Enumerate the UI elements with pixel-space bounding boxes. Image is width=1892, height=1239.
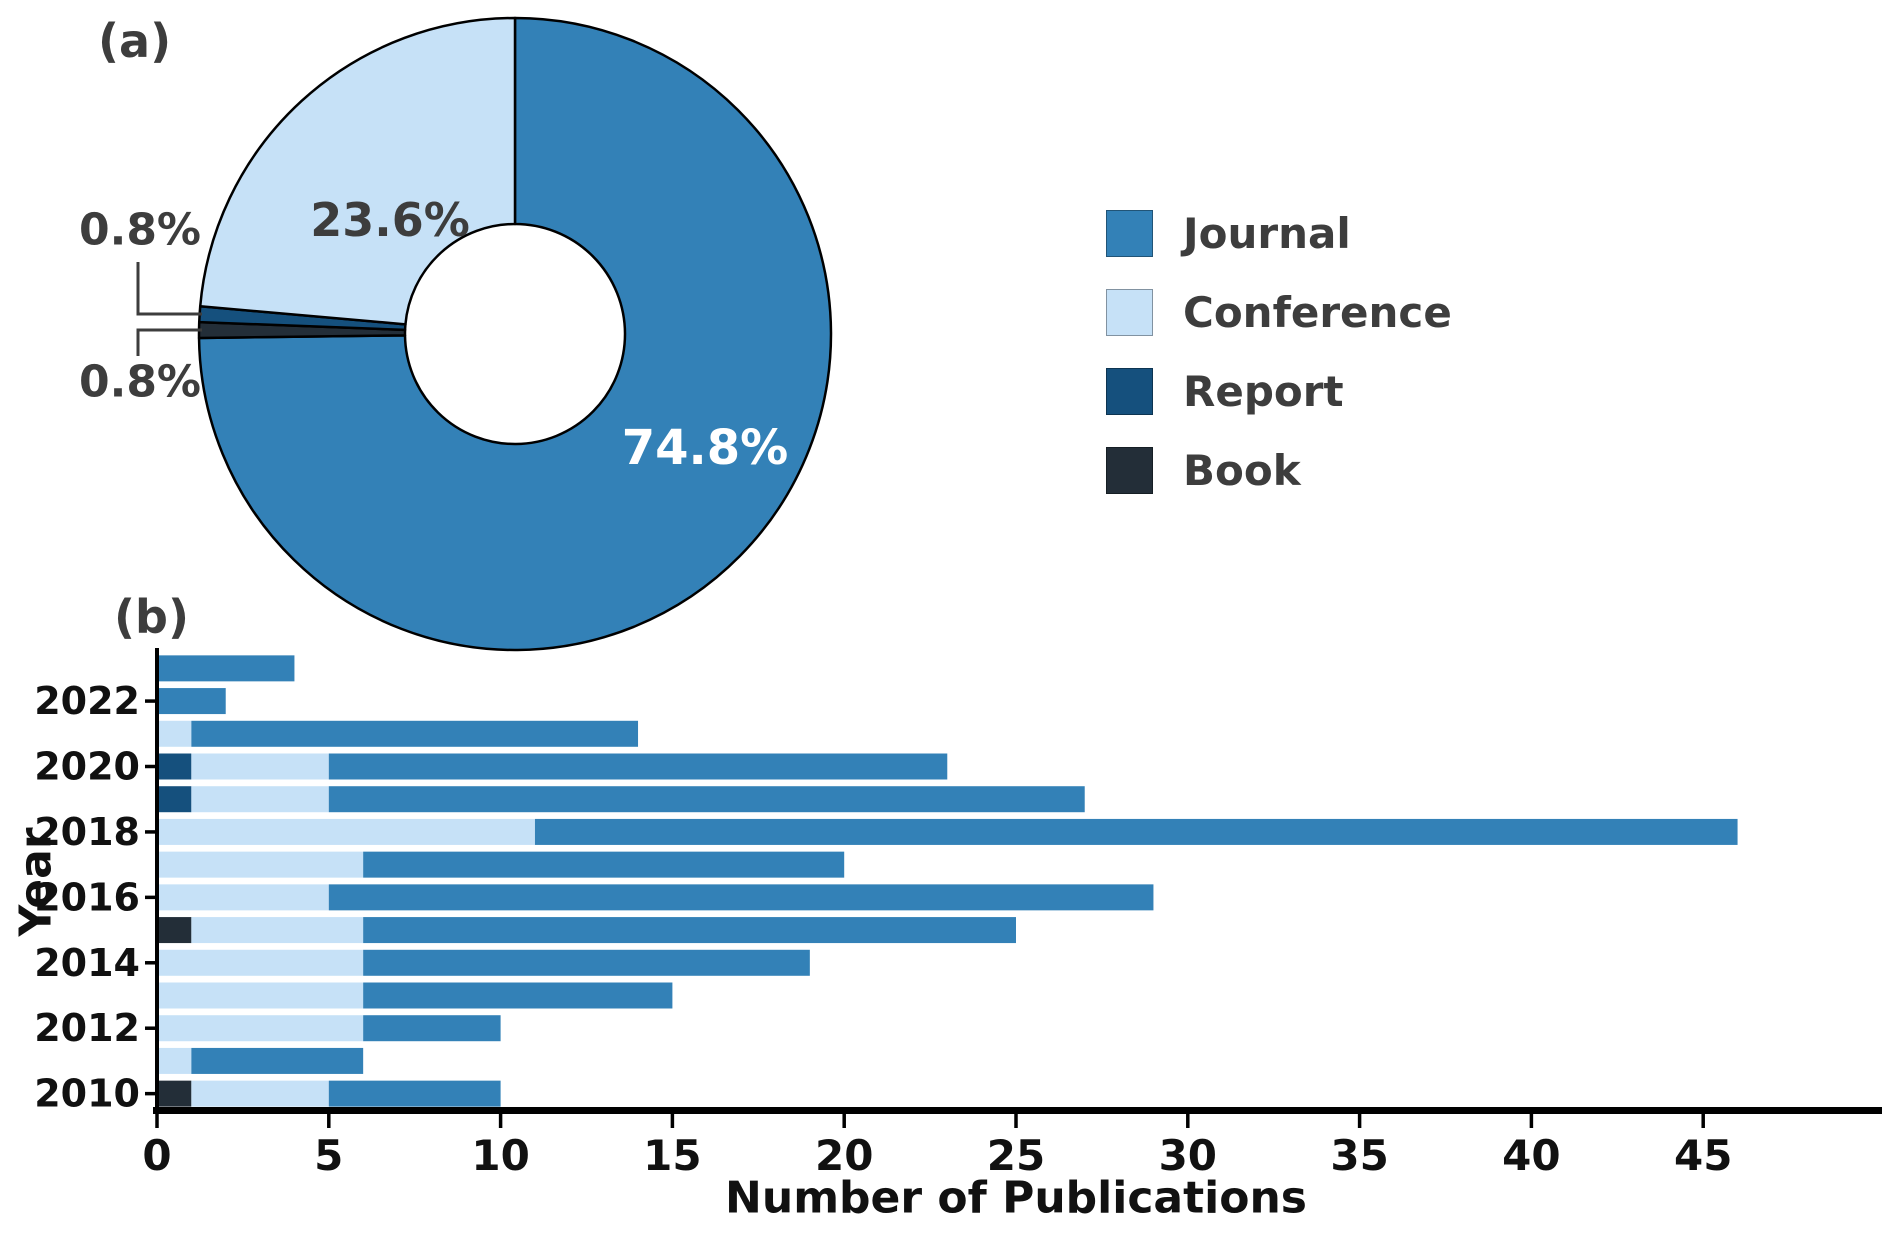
- svg-text:45: 45: [1674, 1131, 1732, 1180]
- svg-text:35: 35: [1330, 1131, 1388, 1180]
- svg-text:2022: 2022: [34, 679, 140, 723]
- legend-swatch-book: [1106, 447, 1153, 494]
- donut-chart: [136, 16, 833, 652]
- legend-label-book: Book: [1183, 445, 1301, 495]
- legend-label-journal: Journal: [1183, 208, 1351, 258]
- svg-text:25: 25: [987, 1131, 1045, 1180]
- legend-swatch-conference: [1106, 289, 1153, 336]
- legend-item-journal: Journal: [1106, 210, 1452, 257]
- legend-item-book: Book: [1106, 447, 1452, 494]
- svg-text:15: 15: [643, 1131, 701, 1180]
- svg-text:2020: 2020: [34, 745, 140, 789]
- legend-label-report: Report: [1183, 366, 1344, 416]
- pie-legend: Journal Conference Report Book: [1106, 210, 1452, 494]
- svg-text:10: 10: [471, 1131, 529, 1180]
- legend-swatch-report: [1106, 368, 1153, 415]
- x-axis-title: Number of Publications: [725, 1172, 1307, 1224]
- svg-text:2014: 2014: [34, 941, 140, 985]
- panel-b-label: (b): [114, 590, 189, 644]
- legend-item-conference: Conference: [1106, 289, 1452, 336]
- pie-label-report: 0.8%: [78, 204, 202, 256]
- y-axis-title: Year: [10, 827, 62, 937]
- legend-item-report: Report: [1106, 368, 1452, 415]
- pie-label-journal: 74.8%: [621, 420, 789, 476]
- pie-label-conference: 23.6%: [310, 193, 470, 247]
- svg-text:2018: 2018: [34, 810, 140, 854]
- svg-text:30: 30: [1159, 1131, 1217, 1180]
- svg-text:5: 5: [314, 1131, 343, 1180]
- svg-text:0: 0: [142, 1131, 171, 1180]
- svg-text:2012: 2012: [34, 1006, 140, 1050]
- svg-text:20: 20: [815, 1131, 873, 1180]
- legend-label-conference: Conference: [1183, 287, 1452, 337]
- svg-text:2016: 2016: [34, 875, 140, 919]
- panel-a-label: (a): [98, 14, 172, 68]
- pie-label-book: 0.8%: [78, 356, 202, 408]
- stacked-bar-chart: 2010 2012 2014 2016 2018 2020 2022 0 5 10 15 20 25 30…: [34, 648, 1882, 1180]
- svg-text:2010: 2010: [34, 1072, 140, 1116]
- legend-swatch-journal: [1106, 210, 1153, 257]
- svg-text:40: 40: [1502, 1131, 1560, 1180]
